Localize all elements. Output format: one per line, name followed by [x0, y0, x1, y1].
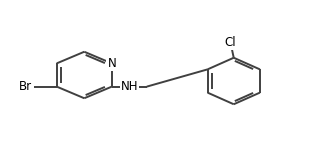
Text: N: N: [107, 57, 116, 70]
Text: NH: NH: [121, 80, 138, 93]
Text: Cl: Cl: [225, 36, 236, 49]
Text: Br: Br: [19, 80, 32, 93]
